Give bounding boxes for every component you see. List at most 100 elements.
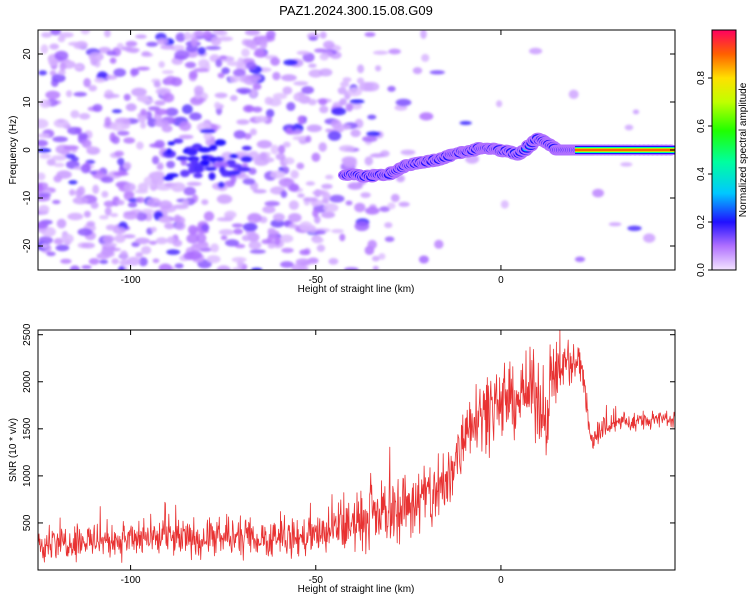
- heatmap-cell: [364, 32, 376, 37]
- heatmap-cell: [117, 130, 130, 136]
- heatmap-cell: [367, 239, 377, 250]
- heatmap-cell: [113, 171, 129, 176]
- heatmap-cell: [125, 103, 137, 112]
- heatmap-cell: [79, 113, 91, 120]
- heatmap-cell: [52, 136, 68, 143]
- heatmap-cell: [242, 222, 258, 232]
- heatmap-cell: [103, 93, 120, 99]
- heatmap-cell: [237, 57, 245, 67]
- heatmap-cell: [149, 143, 163, 148]
- heatmap-cell: [244, 30, 261, 36]
- heatmap-cell: [111, 136, 120, 144]
- heatmap-cell: [189, 112, 202, 121]
- heatmap-cell: [80, 30, 90, 35]
- heatmap-cell: [347, 182, 363, 190]
- heatmap-cell: [323, 203, 339, 213]
- heatmap-cell: [51, 155, 67, 161]
- heatmap-cell: [349, 99, 365, 104]
- heatmap-cell: [270, 57, 280, 66]
- heatmap-cell: [39, 99, 51, 108]
- heatmap-cell: [592, 188, 604, 198]
- heatmap-cell: [194, 30, 204, 38]
- heatmap-cell: [357, 64, 365, 74]
- heatmap-cell: [178, 134, 194, 140]
- heatmap-cell: [38, 192, 52, 198]
- heatmap-cell: [305, 135, 312, 143]
- heatmap-cell: [249, 40, 258, 50]
- snr-panel: -100 -50 0 500 1000 1500 2000 2500 Height of st…: [8, 323, 676, 595]
- heatmap-cell: [92, 184, 100, 194]
- heatmap-cell: [170, 77, 183, 87]
- heatmap-cell: [146, 41, 158, 47]
- heatmap-cell: [218, 229, 234, 236]
- chart-title: PAZ1.2024.300.15.08.G09: [279, 3, 433, 18]
- heatmap-cell: [205, 46, 222, 50]
- heatmap-cell: [608, 222, 622, 227]
- heatmap-cell: [123, 137, 136, 144]
- heatmap-cell: [241, 235, 251, 242]
- heatmap-cell: [186, 233, 200, 244]
- heatmap-cell: [158, 217, 171, 224]
- x-tick-label: -100: [121, 575, 141, 586]
- heatmap-cell: [112, 226, 127, 235]
- heatmap-cell: [322, 192, 331, 200]
- y-tick-label: 1000: [22, 464, 33, 487]
- heatmap-cell: [337, 87, 347, 95]
- heatmap-cell: [137, 113, 147, 123]
- heatmap-cell: [134, 189, 149, 194]
- heatmap-cell: [241, 145, 252, 151]
- heatmap-cell: [270, 170, 286, 179]
- heatmap-cell: [154, 100, 166, 106]
- heatmap-cell: [308, 63, 317, 68]
- heatmap-cell: [110, 213, 119, 218]
- heatmap-cell: [265, 109, 275, 118]
- heatmap-cell: [167, 141, 176, 146]
- heatmap-cell: [412, 67, 423, 75]
- heatmap-cell: [288, 200, 299, 210]
- heatmap-cell: [73, 43, 87, 50]
- heatmap-cell: [373, 50, 389, 55]
- heatmap-cell: [264, 96, 273, 105]
- heatmap-cell: [184, 61, 197, 69]
- y-tick-label: 500: [22, 514, 33, 531]
- heatmap-cell: [308, 36, 318, 41]
- heatmap-cell: [297, 264, 309, 270]
- heatmap-cell: [314, 230, 326, 235]
- heatmap-cell: [136, 212, 148, 221]
- snr-xlabel: Height of straight line (km): [298, 584, 415, 595]
- heatmap-cell: [114, 234, 126, 243]
- heatmap-cell: [233, 130, 246, 139]
- heatmap-cell: [61, 233, 74, 244]
- heatmap-cell: [68, 180, 78, 185]
- heatmap-cell: [77, 228, 93, 236]
- heatmap-cell: [387, 85, 396, 92]
- heatmap-cell: [88, 85, 97, 92]
- heatmap-cell: [295, 258, 311, 266]
- heatmap-cell: [328, 258, 339, 265]
- colorbar-label: Normalized spectral amplitude: [738, 82, 749, 217]
- heatmap-cell: [179, 121, 192, 132]
- ridge-band: [575, 148, 675, 152]
- heatmap-cell: [384, 236, 395, 242]
- heatmap-cell: [252, 189, 267, 194]
- heatmap-cell: [421, 53, 430, 62]
- heatmap-cell: [88, 52, 104, 62]
- heatmap-cell: [292, 136, 306, 141]
- heatmap-cell: [183, 31, 191, 41]
- heatmap-cell: [217, 72, 225, 79]
- heatmap-cell: [157, 162, 164, 170]
- y-tick-label: -20: [22, 238, 33, 253]
- heatmap-cell: [314, 215, 321, 224]
- heatmap-cell: [270, 144, 279, 155]
- heatmap-cell: [266, 30, 276, 39]
- heatmap-cell: [345, 200, 353, 206]
- x-tick-label: 0: [498, 575, 504, 586]
- heatmap-cell: [379, 206, 391, 213]
- heatmap-cell: [147, 117, 157, 128]
- heatmap-cell: [48, 56, 59, 67]
- heatmap-cell: [275, 153, 286, 161]
- heatmap-cell: [262, 205, 276, 214]
- heatmap-cell: [282, 166, 290, 174]
- heatmap-cell: [237, 166, 251, 172]
